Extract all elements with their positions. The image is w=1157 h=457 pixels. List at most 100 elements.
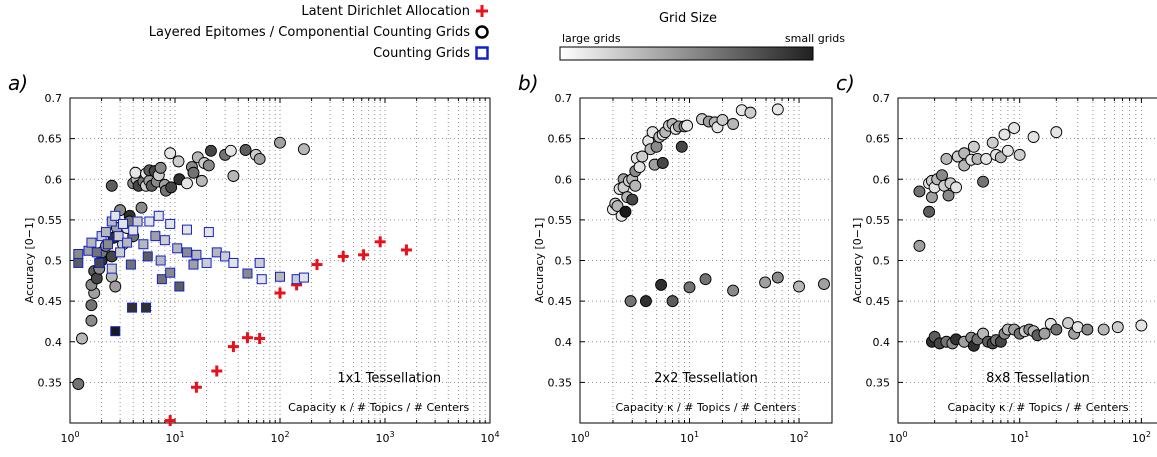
y-tick-label: 0.7 (45, 92, 63, 105)
counting-grid-point (110, 210, 121, 221)
counting-grid-point (242, 268, 253, 279)
lda-point (374, 236, 386, 248)
epitome-point (227, 170, 240, 182)
x-tick-label: 100 (570, 430, 589, 445)
epitome-point (636, 150, 649, 163)
x-axis-label: Capacity κ / # Topics / # Centers (947, 401, 1128, 414)
epitome-point (1081, 323, 1094, 336)
epitome-point (771, 103, 784, 116)
counting-grid-point (110, 326, 121, 337)
lda-point (211, 365, 223, 377)
counting-grid-point (132, 216, 143, 227)
y-tick-label: 0.5 (45, 255, 63, 268)
y-axis-label: Accuracy [0−1] (851, 218, 864, 304)
epitome-point (187, 166, 200, 179)
counting-grid-point (142, 251, 153, 262)
epitome-point (1097, 323, 1110, 336)
x-tick-label: 103 (375, 430, 394, 445)
x-tick-label: 101 (1010, 430, 1029, 445)
epitome-point (624, 295, 637, 308)
counting-grid-point (150, 231, 161, 242)
tessellation-annotation: 1x1 Tessellation (337, 371, 441, 386)
legend-marker-plus (476, 5, 488, 17)
counting-grid-point (141, 302, 152, 313)
panel-label: a) (8, 71, 28, 95)
epitome-point (925, 191, 938, 204)
plot-area (70, 98, 490, 423)
epitome-point (998, 128, 1011, 141)
panel-label: c) (836, 71, 855, 95)
counting-grid-point (181, 247, 192, 258)
epitome-point (135, 201, 148, 214)
epitome-point (977, 175, 990, 188)
y-axis-label: Accuracy [0−1] (533, 218, 546, 304)
epitome-point (727, 118, 740, 130)
x-tick-label: 101 (165, 430, 184, 445)
epitome-point (650, 140, 663, 153)
y-axis-label: Accuracy [0−1] (23, 218, 36, 304)
epitome-point (940, 152, 953, 165)
counting-grid-point (125, 259, 136, 270)
epitome-point (205, 144, 217, 157)
panel-label: b) (518, 71, 539, 95)
counting-grid-point (86, 237, 97, 248)
epitome-point (1111, 321, 1124, 334)
y-tick-label: 0.5 (873, 255, 891, 268)
epitome-point (771, 271, 784, 284)
counting-grid-point (155, 255, 166, 266)
y-tick-label: 0.55 (38, 214, 63, 227)
counting-grid-point (203, 227, 214, 238)
epitome-point (986, 136, 999, 149)
epitome-point (253, 152, 266, 165)
y-tick-label: 0.45 (548, 295, 573, 308)
lda-point (241, 332, 253, 344)
epitome-point (85, 314, 98, 327)
epitome-point (913, 239, 926, 252)
y-tick-label: 0.6 (555, 173, 573, 186)
tessellation-annotation: 8x8 Tessellation (986, 371, 1090, 386)
counting-grid-point (165, 218, 176, 229)
epitome-point (105, 179, 118, 192)
counting-grid-point (94, 257, 105, 268)
y-tick-label: 0.6 (45, 173, 63, 186)
x-axis-label: Capacity κ / # Topics / # Centers (288, 401, 469, 414)
colorbar-left-label: large grids (562, 32, 621, 45)
x-tick-label: 100 (60, 430, 79, 445)
lda-point (190, 381, 202, 393)
epitome-point (1013, 148, 1026, 161)
y-tick-label: 0.35 (866, 376, 891, 389)
epitome-point (90, 272, 103, 285)
legend: Latent Dirichlet Allocation Layered Epit… (149, 4, 489, 61)
counting-grid-point (115, 247, 126, 258)
counting-grid-point (275, 271, 285, 282)
y-tick-label: 0.7 (555, 92, 573, 105)
counting-grid-point (174, 281, 185, 292)
counting-grid-point (153, 210, 164, 221)
y-tick-label: 0.35 (38, 376, 63, 389)
epitome-point (85, 299, 98, 312)
counting-grid-point (156, 274, 167, 285)
counting-grid-point (73, 257, 84, 268)
epitome-point (1050, 126, 1063, 139)
counting-grid-point (144, 216, 155, 227)
counting-grid-point (172, 243, 183, 254)
y-tick-label: 0.7 (873, 92, 891, 105)
epitome-point (980, 152, 993, 165)
y-tick-label: 0.65 (38, 133, 63, 146)
data-points (913, 122, 1148, 352)
epitome-point (793, 280, 805, 293)
counting-grid-point (118, 218, 129, 229)
epitome-point (224, 144, 237, 157)
y-tick-label: 0.6 (873, 173, 891, 186)
epitome-point (109, 280, 122, 293)
epitome-point (699, 273, 712, 286)
counting-grid-point (113, 231, 124, 242)
epitome-point (154, 161, 167, 174)
counting-grid-point (128, 225, 139, 236)
counting-grid-point (211, 247, 222, 258)
lda-point (337, 250, 349, 262)
epitome-point (165, 181, 178, 194)
plot-area (580, 98, 832, 423)
epitome-point (655, 278, 668, 291)
counting-grid-point (228, 257, 239, 268)
